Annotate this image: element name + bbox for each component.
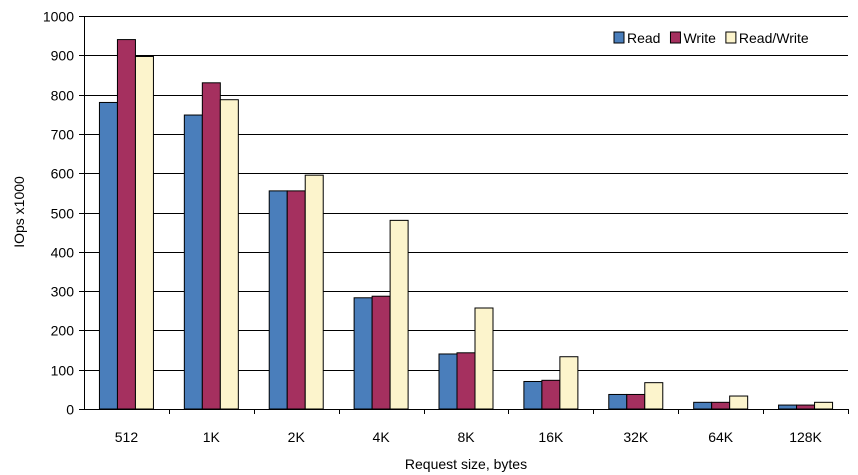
y-tick-label: 900: [51, 48, 75, 64]
y-tick-label: 0: [66, 402, 74, 418]
x-tick-label: 16K: [538, 429, 564, 445]
x-tick-label: 64K: [708, 429, 734, 445]
bar-read-write-4k: [389, 219, 409, 410]
x-tick-label: 128K: [789, 429, 822, 445]
bar-write-8k: [456, 352, 476, 410]
bar-read-write-16k: [559, 356, 579, 410]
bar-write-32k: [626, 393, 646, 410]
bar-read-128k: [778, 404, 798, 410]
x-tick-label: 4K: [373, 429, 391, 445]
x-tick-label: 512: [115, 429, 139, 445]
bar-read-16k: [523, 380, 543, 410]
x-tick-label: 2K: [288, 429, 306, 445]
x-tick-label: 32K: [623, 429, 649, 445]
y-tick-label: 500: [51, 206, 75, 222]
y-tick-label: 1000: [43, 9, 74, 25]
bar-read-write-128k: [814, 401, 834, 410]
x-tick-label: 1K: [203, 429, 221, 445]
bar-read-write-64k: [729, 395, 749, 410]
legend: Read Write Read/Write: [613, 30, 809, 46]
bar-read-write-512: [134, 55, 154, 410]
bar-read-8k: [438, 353, 458, 410]
x-axis-ticks: 512 1K 2K 4K 8K 16K 32K 64K 128K: [115, 409, 849, 445]
bar-write-2k: [286, 190, 306, 410]
bar-read-64k: [693, 401, 713, 410]
legend-swatch-write: [669, 31, 681, 44]
legend-label-write: Write: [683, 30, 716, 46]
y-tick-label: 800: [51, 88, 75, 104]
legend-label-read: Read: [627, 30, 660, 46]
bar-write-1k: [201, 82, 221, 410]
bar-read-32k: [608, 393, 628, 410]
bar-read-write-8k: [474, 307, 494, 410]
legend-swatch-read: [613, 31, 625, 44]
y-tick-label: 700: [51, 127, 75, 143]
bar-write-64k: [711, 401, 731, 410]
bar-read-write-2k: [304, 174, 324, 410]
legend-label-read-write: Read/Write: [739, 30, 809, 46]
y-tick-label: 300: [51, 284, 75, 300]
bar-write-128k: [796, 404, 816, 410]
y-tick-label: 100: [51, 363, 75, 379]
x-tick-label: 8K: [457, 429, 475, 445]
y-axis-ticks: 0 100 200 300 400 500 600 700 800 900 1000: [43, 9, 84, 418]
bar-read-write-32k: [644, 382, 664, 410]
bar-read-write-1k: [219, 99, 239, 410]
y-tick-label: 600: [51, 166, 75, 182]
bar-write-16k: [541, 379, 561, 410]
legend-swatch-read-write: [725, 31, 737, 44]
y-tick-label: 200: [51, 323, 75, 339]
y-axis-title: IOps x1000: [11, 176, 27, 248]
bar-write-512: [116, 39, 136, 410]
bar-read-2k: [268, 190, 288, 410]
bar-read-4k: [353, 297, 373, 410]
bar-write-4k: [371, 295, 391, 410]
y-tick-label: 400: [51, 245, 75, 261]
x-axis-title: Request size, bytes: [405, 456, 527, 472]
bar-read-512: [98, 101, 118, 410]
bar-read-1k: [183, 114, 203, 410]
